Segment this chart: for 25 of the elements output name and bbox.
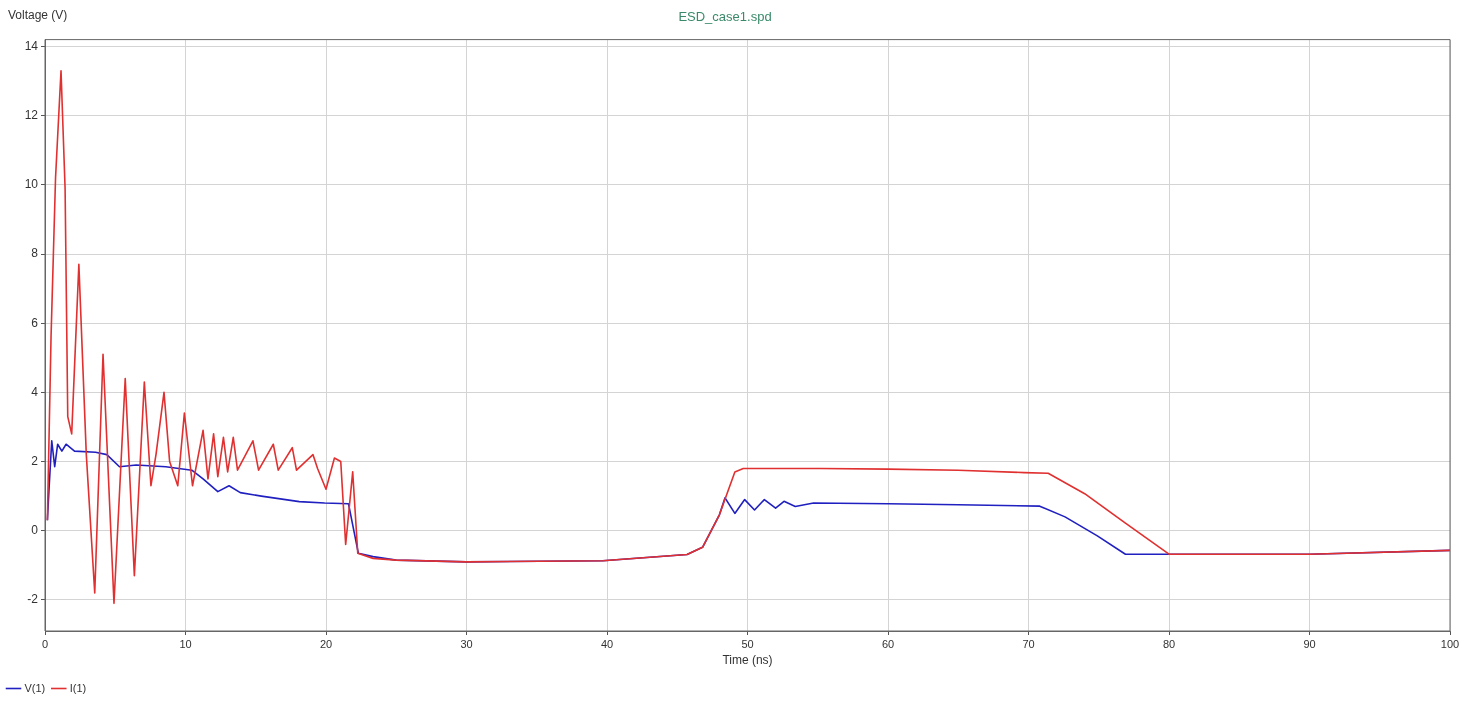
y-tick-label: 14 <box>24 38 39 53</box>
x-tick-label: 70 <box>1022 637 1035 650</box>
y-tick-label: 6 <box>31 315 39 330</box>
y-tick-label: 4 <box>31 384 39 399</box>
x-tick-label: 90 <box>1303 637 1316 650</box>
y-axis-title: Voltage (V) <box>8 8 68 23</box>
x-tick-label: 30 <box>460 637 473 650</box>
y-tick-label: 10 <box>24 177 39 192</box>
y-tick-label: -2 <box>27 592 39 607</box>
x-tick-label: 0 <box>41 637 49 650</box>
x-tick-label: 60 <box>881 637 895 650</box>
chart-title: ESD_case1.spd <box>678 9 772 25</box>
x-tick-label: 80 <box>1162 637 1176 650</box>
x-tick-label: 50 <box>741 637 754 650</box>
y-tick-label: 2 <box>31 453 39 468</box>
legend-label: I(1) <box>69 681 87 694</box>
x-tick-label: 100 <box>1440 637 1460 650</box>
legend-label: V(1) <box>24 681 46 694</box>
y-tick-label: 8 <box>31 246 39 261</box>
y-tick-label: 12 <box>24 108 39 122</box>
x-tick-label: 10 <box>179 637 192 650</box>
x-tick-label: 40 <box>600 637 614 650</box>
x-tick-label: 20 <box>319 637 333 650</box>
y-tick-label: 0 <box>31 523 39 538</box>
x-axis-title: Time (ns) <box>722 653 773 668</box>
